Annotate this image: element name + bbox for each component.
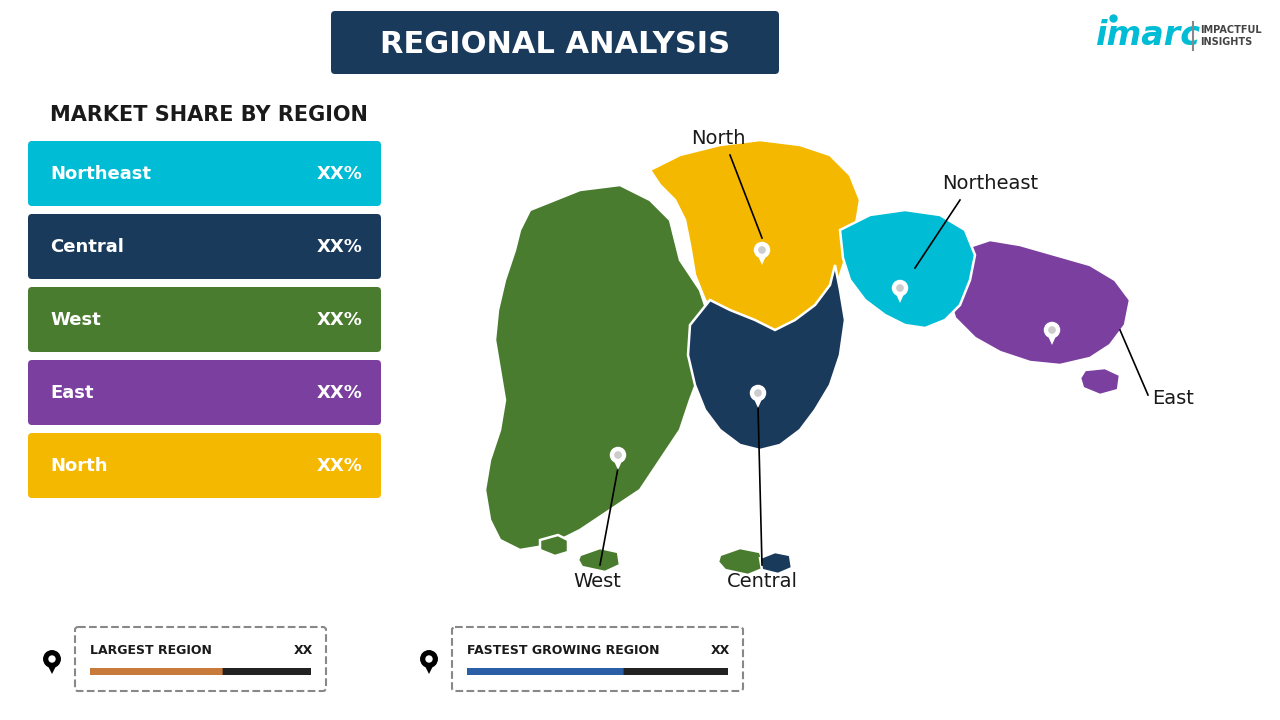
Text: IMPACTFUL: IMPACTFUL [1201, 25, 1262, 35]
Circle shape [892, 281, 908, 295]
Text: East: East [50, 384, 93, 402]
Text: FASTEST GROWING REGION: FASTEST GROWING REGION [467, 644, 659, 657]
Circle shape [1044, 323, 1060, 338]
Polygon shape [840, 210, 975, 328]
Text: MARKET SHARE BY REGION: MARKET SHARE BY REGION [50, 105, 367, 125]
FancyBboxPatch shape [28, 360, 381, 425]
Text: XX%: XX% [317, 164, 364, 182]
Circle shape [49, 656, 55, 662]
Polygon shape [540, 535, 568, 556]
Polygon shape [753, 396, 763, 408]
Text: REGIONAL ANALYSIS: REGIONAL ANALYSIS [380, 30, 730, 58]
Text: West: West [50, 310, 101, 328]
Text: Central: Central [727, 572, 797, 591]
Text: North: North [691, 129, 745, 148]
Text: Central: Central [50, 238, 124, 256]
Text: West: West [573, 572, 621, 591]
FancyBboxPatch shape [76, 627, 326, 691]
FancyBboxPatch shape [452, 627, 742, 691]
Text: LARGEST REGION: LARGEST REGION [90, 644, 212, 657]
Text: Northeast: Northeast [942, 174, 1038, 193]
FancyBboxPatch shape [28, 214, 381, 279]
Circle shape [759, 247, 765, 253]
Text: XX%: XX% [317, 238, 364, 256]
Polygon shape [756, 253, 768, 265]
Text: XX%: XX% [317, 310, 364, 328]
Circle shape [755, 390, 762, 396]
Circle shape [44, 651, 60, 667]
Polygon shape [424, 662, 435, 674]
Text: XX: XX [710, 644, 730, 657]
Text: Northeast: Northeast [50, 164, 151, 182]
Circle shape [614, 452, 621, 458]
FancyBboxPatch shape [90, 668, 223, 675]
FancyBboxPatch shape [90, 668, 311, 675]
Polygon shape [579, 548, 620, 572]
Text: XX%: XX% [317, 456, 364, 474]
Polygon shape [760, 552, 792, 574]
Circle shape [754, 243, 769, 258]
Polygon shape [689, 265, 845, 450]
Polygon shape [613, 458, 623, 470]
Circle shape [421, 651, 438, 667]
Text: XX%: XX% [317, 384, 364, 402]
Circle shape [750, 385, 765, 400]
Circle shape [611, 447, 626, 462]
Text: INSIGHTS: INSIGHTS [1201, 37, 1252, 47]
FancyBboxPatch shape [28, 433, 381, 498]
Text: XX: XX [293, 644, 314, 657]
Circle shape [897, 285, 904, 291]
FancyBboxPatch shape [28, 141, 381, 206]
Polygon shape [46, 662, 58, 674]
FancyBboxPatch shape [332, 11, 780, 74]
Polygon shape [948, 240, 1130, 365]
Polygon shape [895, 291, 905, 303]
Circle shape [426, 656, 433, 662]
FancyBboxPatch shape [467, 668, 728, 675]
Polygon shape [1080, 368, 1120, 395]
Circle shape [1048, 327, 1055, 333]
Text: North: North [50, 456, 108, 474]
FancyBboxPatch shape [28, 287, 381, 352]
Text: East: East [1152, 389, 1194, 408]
Polygon shape [485, 185, 710, 550]
Text: imarc: imarc [1096, 19, 1201, 52]
Polygon shape [718, 548, 765, 575]
FancyBboxPatch shape [467, 668, 623, 675]
Polygon shape [1047, 333, 1057, 345]
Polygon shape [650, 140, 860, 338]
